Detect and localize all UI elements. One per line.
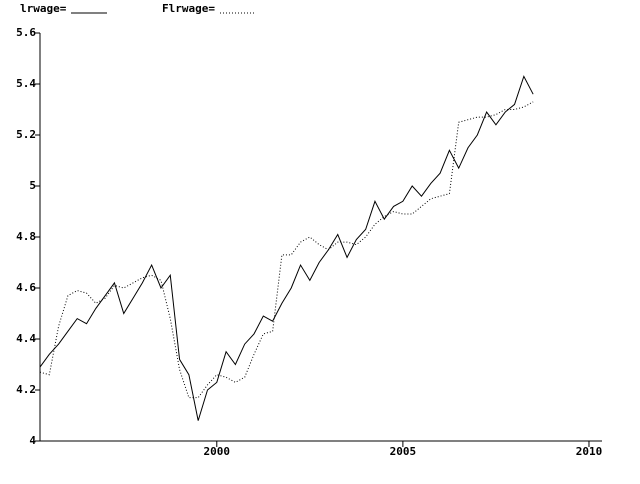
y-tick-label: 4.4 — [16, 332, 36, 345]
y-tick-label: 5.6 — [16, 26, 36, 39]
series-line — [39, 101, 534, 399]
y-tick-label: 4.2 — [16, 383, 36, 396]
legend-label: Flrwage= — [162, 2, 215, 15]
y-tick-label: 5.2 — [16, 128, 36, 141]
x-tick-label: 2010 — [576, 445, 603, 458]
y-tick-label: 4.6 — [16, 281, 36, 294]
y-tick-label: 5.4 — [16, 77, 36, 90]
series-line — [39, 75, 534, 421]
y-tick-label: 5 — [29, 179, 36, 192]
y-tick-label: 4 — [29, 434, 36, 447]
x-tick-label: 2005 — [390, 445, 417, 458]
x-tick-label: 2000 — [204, 445, 231, 458]
y-tick-label: 4.8 — [16, 230, 36, 243]
legend-label: lrwage= — [20, 2, 67, 15]
